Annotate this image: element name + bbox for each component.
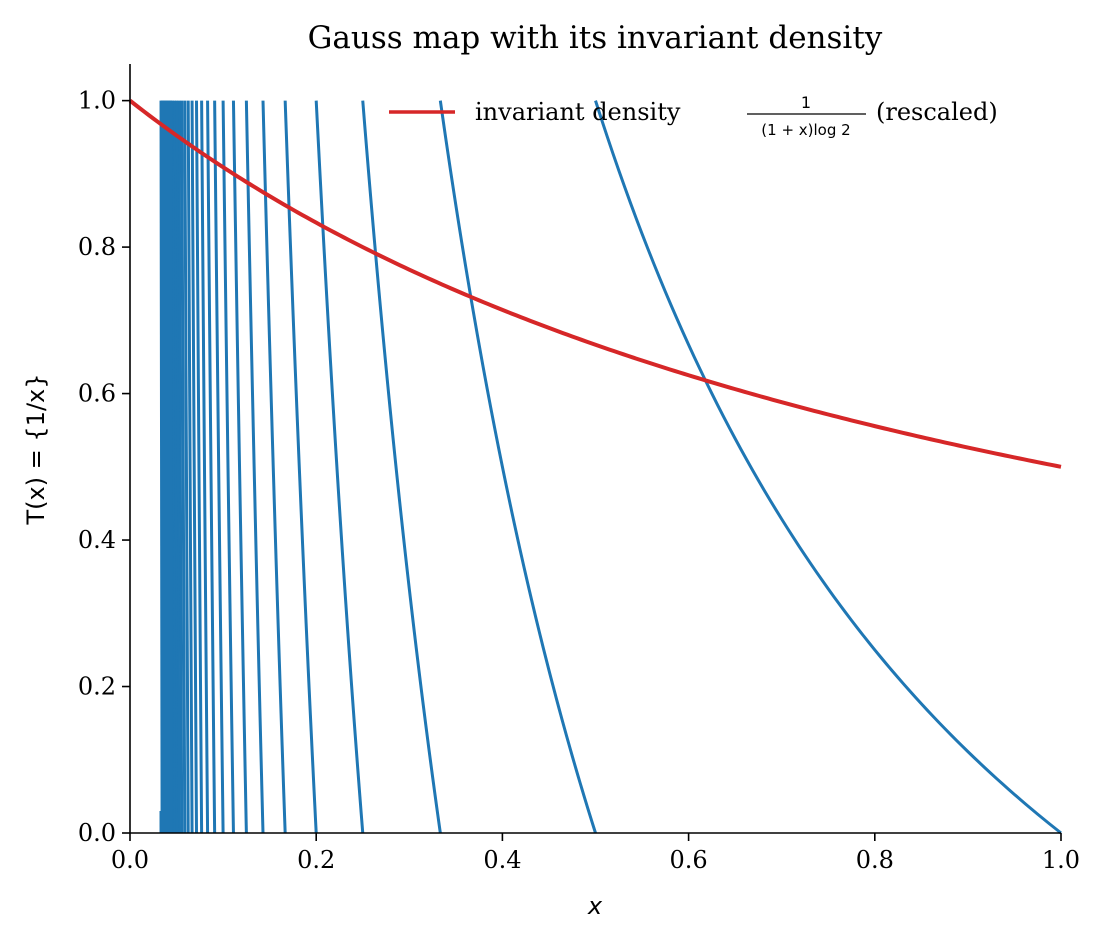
gauss-branch	[202, 101, 208, 833]
y-tick-label: 0.6	[78, 380, 116, 408]
y-tick-label: 0.0	[78, 819, 116, 847]
gauss-dense-region	[161, 101, 172, 833]
gauss-branch	[285, 101, 316, 833]
x-axis-label: x	[587, 892, 603, 920]
gauss-branch	[208, 101, 215, 833]
y-tick-label: 0.4	[78, 526, 116, 554]
x-axis-ticks: 0.0 0.2 0.4 0.6 0.8 1.0	[111, 833, 1080, 874]
gauss-branch	[223, 101, 233, 833]
x-tick-label: 0.6	[670, 846, 708, 874]
x-tick-label: 0.8	[856, 846, 894, 874]
x-tick-label: 0.2	[297, 846, 335, 874]
chart-title: Gauss map with its invariant density	[308, 20, 883, 56]
gauss-branch	[215, 101, 223, 833]
legend-fraction-numerator: 1	[801, 93, 811, 112]
gauss-branch	[233, 101, 246, 833]
x-tick-label: 1.0	[1042, 846, 1080, 874]
gauss-branch	[596, 101, 1062, 833]
gauss-branch	[440, 101, 595, 833]
invariant-density-line	[130, 101, 1061, 467]
legend: invariant density 1 (1 + x)log 2 (rescal…	[389, 93, 998, 139]
legend-label-prefix: invariant density	[475, 98, 681, 126]
gauss-branch	[263, 101, 285, 833]
gauss-branch	[363, 101, 441, 833]
legend-fraction-denominator: (1 + x)log 2	[761, 121, 850, 139]
y-tick-label: 1.0	[78, 87, 116, 115]
gauss-branch	[246, 101, 263, 833]
legend-label-suffix: (rescaled)	[876, 98, 998, 126]
x-tick-label: 0.4	[483, 846, 521, 874]
gauss-branch	[316, 101, 363, 833]
y-tick-label: 0.8	[78, 233, 116, 261]
invariant-density-series	[130, 101, 1061, 467]
y-axis-ticks: 0.0 0.2 0.4 0.6 0.8 1.0	[78, 87, 130, 847]
x-tick-label: 0.0	[111, 846, 149, 874]
y-tick-label: 0.2	[78, 673, 116, 701]
y-axis-label: T(x) = {1/x}	[22, 373, 50, 525]
